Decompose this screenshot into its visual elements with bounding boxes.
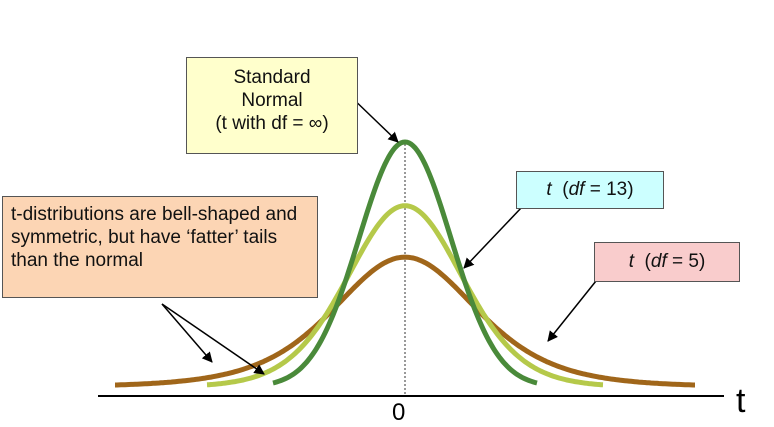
t5-open: ( (644, 251, 651, 272)
standard-normal-line-1: Standard (233, 67, 311, 88)
t13-open: ( (562, 179, 569, 200)
t5-curve (115, 254, 695, 388)
description-text: t-distributions are bell-shaped and symm… (11, 204, 298, 271)
arrow-t5 (547, 280, 597, 342)
axis-variable-label: t (736, 382, 746, 420)
standard-normal-label-box: Standard Normal (t with df = ∞) (186, 57, 358, 154)
t13-t: t (546, 179, 552, 200)
t5-label-box: t (df = 5) (594, 242, 740, 282)
t5-t: t (628, 251, 634, 272)
standard-normal-line-3: (t with df = ∞) (215, 113, 329, 134)
t13-curve (206, 203, 604, 388)
arrow-t13 (463, 206, 523, 269)
arrow-desc-1 (161, 303, 213, 363)
arrow-desc-2 (161, 303, 265, 375)
axis-zero-label: 0 (392, 399, 406, 426)
t13-eq: = 13) (584, 179, 634, 200)
description-box: t-distributions are bell-shaped and symm… (2, 196, 318, 298)
t13-df: df (568, 179, 585, 200)
normal-curve (272, 139, 538, 386)
standard-normal-line-2: Normal (241, 90, 303, 111)
t5-df: df (650, 251, 667, 272)
t5-eq: = 5) (666, 251, 706, 272)
t13-label-box: t (df = 13) (516, 171, 664, 209)
